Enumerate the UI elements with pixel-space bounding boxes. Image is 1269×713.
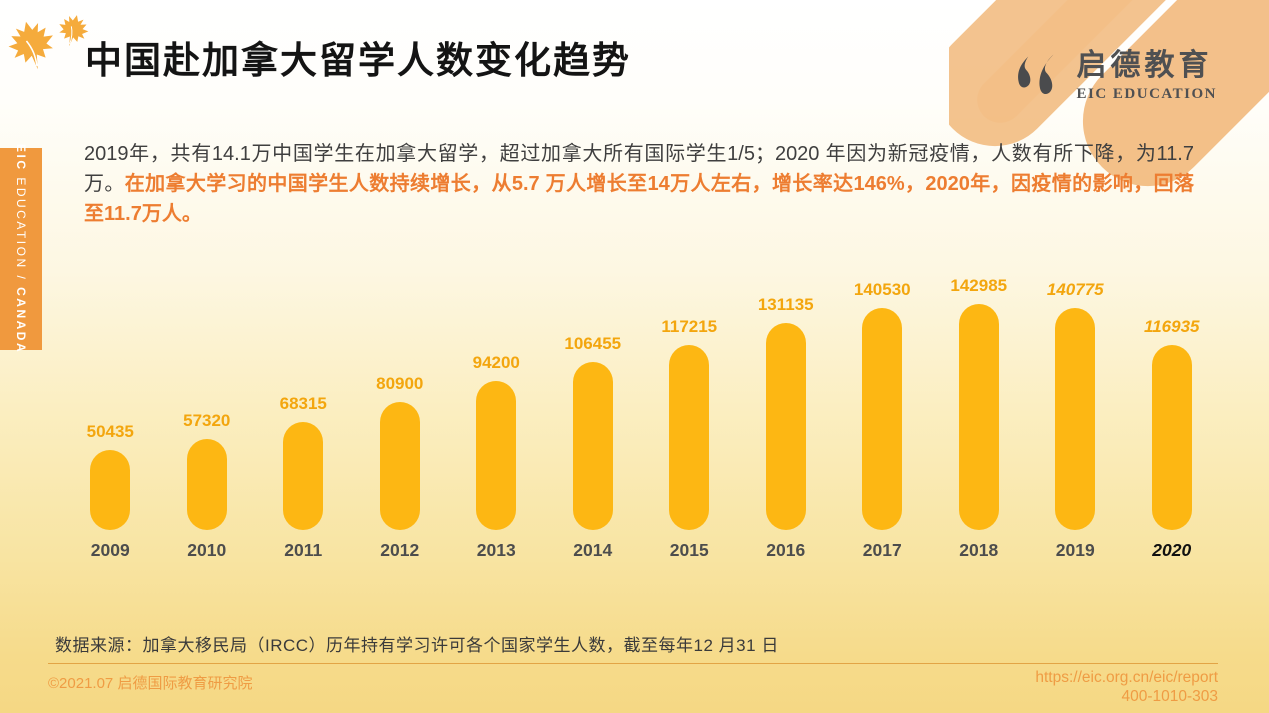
bar-year-label-2020: 2020 (1152, 540, 1192, 560)
bar-year-label-2018: 2018 (959, 540, 999, 560)
sidebar-label: EIC EDUCATION / CANADA (14, 144, 28, 354)
sidebar-label-canada: CANADA (14, 287, 28, 355)
footer-url: https://eic.org.cn/eic/report (1035, 669, 1218, 686)
bar-value-label-2012: 80900 (376, 374, 424, 393)
bar-value-label-2016: 131135 (757, 295, 814, 314)
bar-group-2010: 57320 2010 (159, 411, 256, 560)
data-source-note: 数据来源：加拿大移民局（IRCC）历年持有学习许可各个国家学生人数，截至每年12… (55, 636, 779, 655)
bar-chart: 50435 2009 57320 2010 68315 2011 80900 2012 9420… (62, 258, 1220, 560)
bar-value-label-2010: 57320 (183, 411, 231, 430)
bar-2016 (765, 323, 806, 530)
bar-group-2011: 68315 2011 (255, 394, 352, 560)
bar-value-label-2019: 140775 (1046, 280, 1104, 299)
bar-year-label-2019: 2019 (1055, 540, 1095, 560)
footer-copyright: ©2021.07 启德国际教育研究院 (48, 675, 253, 692)
maple-leaf-icon (59, 15, 89, 47)
bar-value-label-2009: 50435 (86, 422, 134, 441)
logo-chinese-name: 启德教育 (1076, 49, 1213, 82)
maple-leaves-decoration (4, 6, 104, 86)
bar-value-label-2020: 116935 (1144, 317, 1200, 336)
bar-group-2016: 131135 2016 (738, 295, 835, 560)
bar-2012 (379, 402, 420, 530)
bar-year-label-2009: 2009 (90, 540, 130, 560)
page-title: 中国赴加拿大留学人数变化趋势 (85, 40, 631, 81)
bar-value-label-2011: 68315 (279, 394, 327, 413)
sidebar-section-tab: EIC EDUCATION / CANADA (0, 144, 42, 354)
bar-group-2015: 117215 2015 (641, 317, 738, 560)
bar-2015 (669, 345, 710, 530)
bar-2017 (862, 308, 903, 530)
bar-2011 (283, 422, 324, 530)
bar-year-label-2015: 2015 (669, 540, 709, 560)
bar-value-label-2015: 117215 (661, 317, 718, 336)
bar-group-2017: 140530 2017 (834, 280, 931, 560)
bar-year-label-2014: 2014 (573, 540, 613, 560)
bar-year-label-2011: 2011 (284, 540, 323, 560)
bar-2019 (1055, 308, 1096, 530)
intro-normal-text: 2019年，共有14.1万中国学生在加拿大留学，超过加拿大所有国际学生1/5；2… (84, 143, 1194, 195)
footer-divider (48, 663, 1218, 664)
bar-year-label-2010: 2010 (187, 540, 227, 560)
bar-group-2009: 50435 2009 (62, 422, 159, 560)
bar-year-label-2013: 2013 (476, 540, 516, 560)
bar-2020 (1151, 345, 1192, 530)
bar-value-label-2017: 140530 (853, 280, 911, 299)
bar-value-label-2014: 106455 (564, 334, 622, 353)
bar-value-label-2018: 142985 (950, 276, 1008, 295)
bar-value-label-2013: 94200 (472, 353, 520, 372)
eic-logo-mark-icon (1017, 54, 1053, 94)
intro-paragraph: 2019年，共有14.1万中国学生在加拿大留学，超过加拿大所有国际学生1/5；2… (84, 139, 1194, 229)
bar-2014 (572, 362, 613, 530)
intro-highlight-text: 在加拿大学习的中国学生人数持续增长，从5.7 万人增长至14万人左右，增长率达1… (84, 173, 1194, 225)
bar-group-2018: 142985 2018 (931, 276, 1028, 560)
bar-2018 (958, 304, 999, 530)
sidebar-label-education: EDUCATION / (14, 171, 28, 288)
footer-phone: 400-1010-303 (1121, 688, 1218, 705)
bar-2010 (186, 439, 227, 530)
maple-leaf-icon (8, 21, 53, 70)
bar-2013 (476, 381, 517, 530)
sidebar-label-eic: EIC (14, 143, 28, 172)
bar-year-label-2016: 2016 (766, 540, 806, 560)
bar-group-2013: 94200 2013 (448, 353, 545, 560)
bar-2009 (90, 450, 131, 530)
bar-group-2020: 116935 2020 (1124, 317, 1221, 560)
bar-group-2012: 80900 2012 (352, 374, 449, 560)
bar-year-label-2017: 2017 (862, 540, 902, 560)
footer-contact: https://eic.org.cn/eic/report 400-1010-3… (1035, 668, 1218, 706)
bar-group-2019: 140775 2019 (1027, 280, 1124, 560)
bar-group-2014: 106455 2014 (545, 334, 642, 560)
eic-logo: 启德教育 EIC EDUCATION (1007, 40, 1218, 103)
bar-year-label-2012: 2012 (380, 540, 420, 560)
logo-english-name: EIC EDUCATION (1076, 86, 1217, 102)
